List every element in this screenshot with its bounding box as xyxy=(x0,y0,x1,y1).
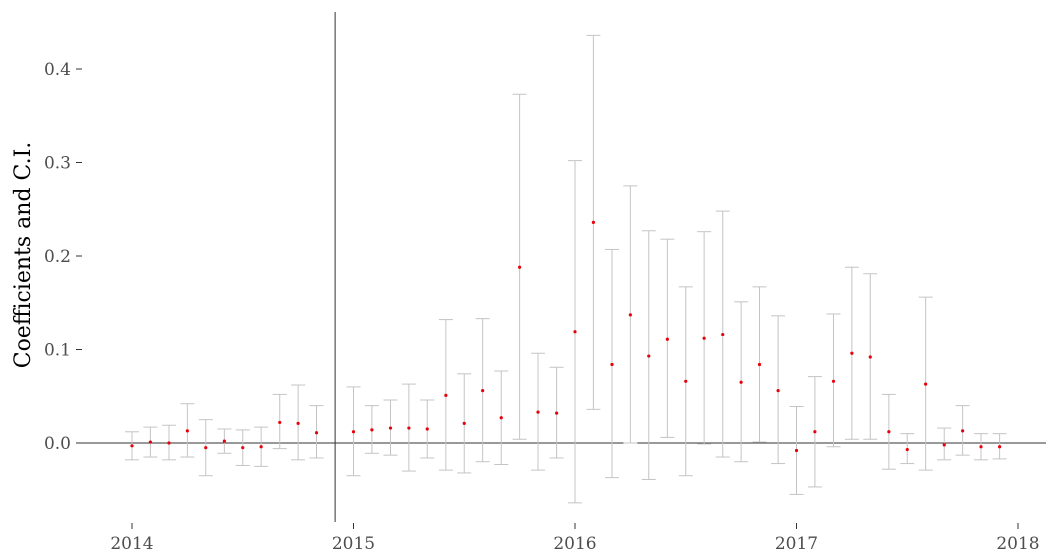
coefficient-point xyxy=(314,431,319,435)
coefficient-point xyxy=(573,330,577,334)
coefficient-point xyxy=(628,313,632,317)
x-axis: 2014 2015 2016 2017 2018 xyxy=(110,523,1040,554)
coefficient-point xyxy=(167,441,171,445)
coefficient-point xyxy=(702,336,706,340)
y-tick-label: 0.1 xyxy=(44,341,71,361)
coefficient-point xyxy=(185,429,189,433)
coefficient-point xyxy=(425,427,429,431)
x-tick-label: 2015 xyxy=(332,534,375,554)
coefficient-point xyxy=(388,426,393,430)
coefficient-point xyxy=(259,445,263,449)
coefficient-point xyxy=(813,430,817,434)
x-tick-label: 2017 xyxy=(775,534,818,554)
coefficient-point xyxy=(296,421,300,425)
coefficient-point xyxy=(222,439,226,443)
coefficient-point xyxy=(536,410,540,414)
coefficient-point xyxy=(998,445,1002,449)
coefficient-point xyxy=(204,446,208,450)
coefficient-point xyxy=(868,355,872,359)
coefficient-point xyxy=(905,447,909,452)
coefficient-points xyxy=(130,220,1002,453)
coefficient-point xyxy=(739,380,743,384)
y-axis: 0.0 0.1 0.2 0.3 0.4 xyxy=(44,60,82,454)
coefficient-point xyxy=(850,351,854,355)
coefficient-point xyxy=(610,362,614,367)
coefficient-point xyxy=(370,428,374,432)
coefficient-point xyxy=(684,379,688,383)
coefficient-point xyxy=(961,429,965,433)
coefficient-point xyxy=(462,421,466,425)
reference-lines xyxy=(82,12,1046,522)
coefficient-point xyxy=(444,393,448,397)
coefficient-point xyxy=(130,444,134,448)
coefficient-point xyxy=(647,354,651,358)
coefficient-point xyxy=(794,448,799,453)
y-tick-label: 0.2 xyxy=(44,247,71,267)
x-tick-label: 2016 xyxy=(553,534,596,554)
coefficient-point xyxy=(407,426,411,430)
coefficient-point xyxy=(351,430,356,434)
coefficient-point xyxy=(278,420,282,425)
coefficient-point xyxy=(757,362,762,367)
y-tick-label: 0.3 xyxy=(44,154,71,174)
y-tick-label: 0.0 xyxy=(44,434,71,454)
coefficient-point xyxy=(148,440,152,444)
coefficient-point xyxy=(831,379,836,383)
x-tick-label: 2018 xyxy=(996,534,1039,554)
coefficient-point xyxy=(665,337,669,341)
coefficient-point xyxy=(776,389,780,393)
coefficient-point xyxy=(555,411,559,415)
y-tick-label: 0.4 xyxy=(44,60,71,80)
coefficient-point xyxy=(518,265,522,269)
coefficient-point xyxy=(481,389,485,393)
coefficient-point xyxy=(924,382,928,386)
coefficient-point xyxy=(979,445,983,449)
coefficient-point xyxy=(721,332,725,337)
confidence-intervals xyxy=(125,34,1007,504)
coefficient-point xyxy=(887,430,891,434)
x-tick-label: 2014 xyxy=(110,534,153,554)
y-axis-title: Coefficients and C.I. xyxy=(11,142,36,369)
coefficient-point xyxy=(499,416,503,420)
coefficient-point xyxy=(942,443,946,447)
coefficient-point xyxy=(241,446,245,450)
coefficient-point xyxy=(591,220,595,224)
